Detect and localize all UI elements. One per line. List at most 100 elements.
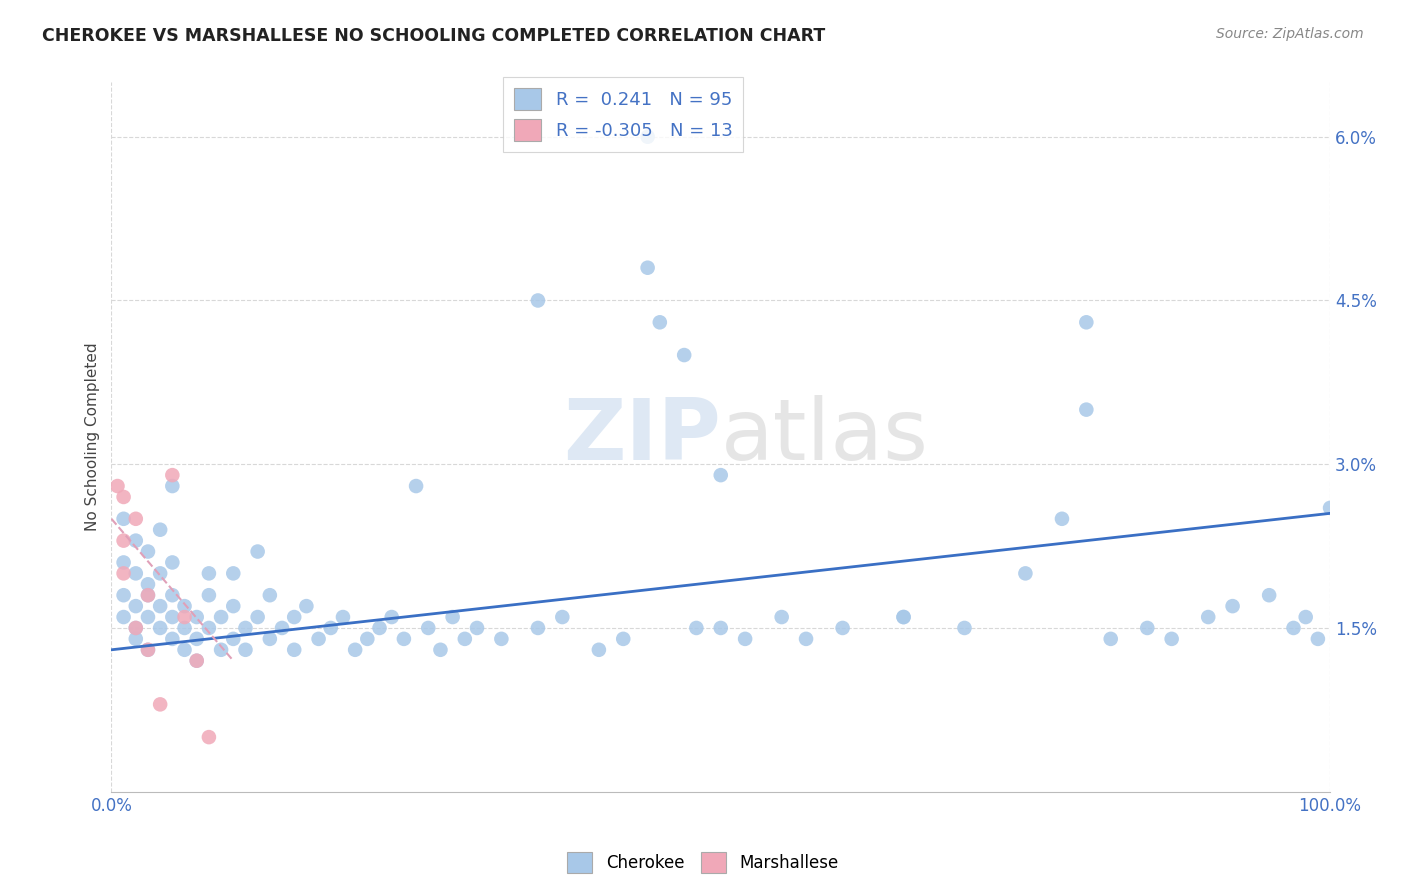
Point xyxy=(1099,632,1122,646)
Point xyxy=(283,610,305,624)
Point xyxy=(125,632,148,646)
Point xyxy=(673,348,696,362)
Point xyxy=(259,632,281,646)
Point xyxy=(209,642,232,657)
Point xyxy=(112,566,135,581)
Point xyxy=(186,610,208,624)
Point xyxy=(344,642,367,657)
Point xyxy=(112,556,135,570)
Point xyxy=(149,523,172,537)
Point xyxy=(149,566,172,581)
Point xyxy=(588,642,610,657)
Text: atlas: atlas xyxy=(721,395,929,478)
Point xyxy=(356,632,378,646)
Point xyxy=(734,632,756,646)
Point xyxy=(831,621,853,635)
Point xyxy=(271,621,294,635)
Point xyxy=(198,588,221,602)
Point xyxy=(1222,599,1244,614)
Point xyxy=(491,632,513,646)
Point xyxy=(1076,315,1098,329)
Point xyxy=(112,512,135,526)
Point xyxy=(125,512,148,526)
Point xyxy=(710,468,733,483)
Point xyxy=(125,533,148,548)
Point xyxy=(198,621,221,635)
Point xyxy=(136,577,159,591)
Point xyxy=(893,610,915,624)
Point xyxy=(392,632,415,646)
Legend: Cherokee, Marshallese: Cherokee, Marshallese xyxy=(561,846,845,880)
Point xyxy=(332,610,354,624)
Point xyxy=(1319,500,1341,515)
Point xyxy=(551,610,574,624)
Point xyxy=(162,588,184,602)
Point xyxy=(441,610,464,624)
Point xyxy=(1050,512,1073,526)
Point xyxy=(136,610,159,624)
Point xyxy=(136,588,159,602)
Point xyxy=(405,479,427,493)
Point xyxy=(1136,621,1159,635)
Point xyxy=(173,642,195,657)
Point xyxy=(136,544,159,558)
Point xyxy=(685,621,707,635)
Point xyxy=(136,642,159,657)
Point xyxy=(246,610,269,624)
Point xyxy=(454,632,477,646)
Point xyxy=(235,621,257,635)
Point xyxy=(125,599,148,614)
Point xyxy=(295,599,318,614)
Point xyxy=(125,566,148,581)
Point xyxy=(173,621,195,635)
Point xyxy=(637,260,659,275)
Point xyxy=(162,632,184,646)
Point xyxy=(1160,632,1182,646)
Point xyxy=(162,479,184,493)
Point xyxy=(162,468,184,483)
Point xyxy=(527,293,550,308)
Point xyxy=(222,566,245,581)
Point xyxy=(1282,621,1305,635)
Point xyxy=(429,642,451,657)
Point xyxy=(465,621,488,635)
Point xyxy=(186,654,208,668)
Point xyxy=(527,621,550,635)
Y-axis label: No Schooling Completed: No Schooling Completed xyxy=(86,343,100,532)
Point xyxy=(1306,632,1329,646)
Point xyxy=(149,599,172,614)
Point xyxy=(1295,610,1317,624)
Text: ZIP: ZIP xyxy=(562,395,721,478)
Point xyxy=(173,610,195,624)
Point xyxy=(125,621,148,635)
Point xyxy=(953,621,976,635)
Point xyxy=(1014,566,1036,581)
Point xyxy=(794,632,817,646)
Point xyxy=(149,621,172,635)
Point xyxy=(125,621,148,635)
Point xyxy=(1076,402,1098,417)
Point xyxy=(209,610,232,624)
Point xyxy=(648,315,671,329)
Point xyxy=(418,621,440,635)
Point xyxy=(612,632,634,646)
Point xyxy=(162,556,184,570)
Point xyxy=(1197,610,1219,624)
Point xyxy=(710,621,733,635)
Legend: R =  0.241   N = 95, R = -0.305   N = 13: R = 0.241 N = 95, R = -0.305 N = 13 xyxy=(503,77,744,152)
Point xyxy=(186,632,208,646)
Point xyxy=(222,599,245,614)
Point xyxy=(198,730,221,744)
Point xyxy=(112,588,135,602)
Point xyxy=(198,566,221,581)
Point xyxy=(368,621,391,635)
Point xyxy=(893,610,915,624)
Point xyxy=(112,533,135,548)
Point xyxy=(107,479,129,493)
Point xyxy=(112,490,135,504)
Point xyxy=(112,610,135,624)
Point xyxy=(186,654,208,668)
Point xyxy=(283,642,305,657)
Point xyxy=(259,588,281,602)
Point xyxy=(136,588,159,602)
